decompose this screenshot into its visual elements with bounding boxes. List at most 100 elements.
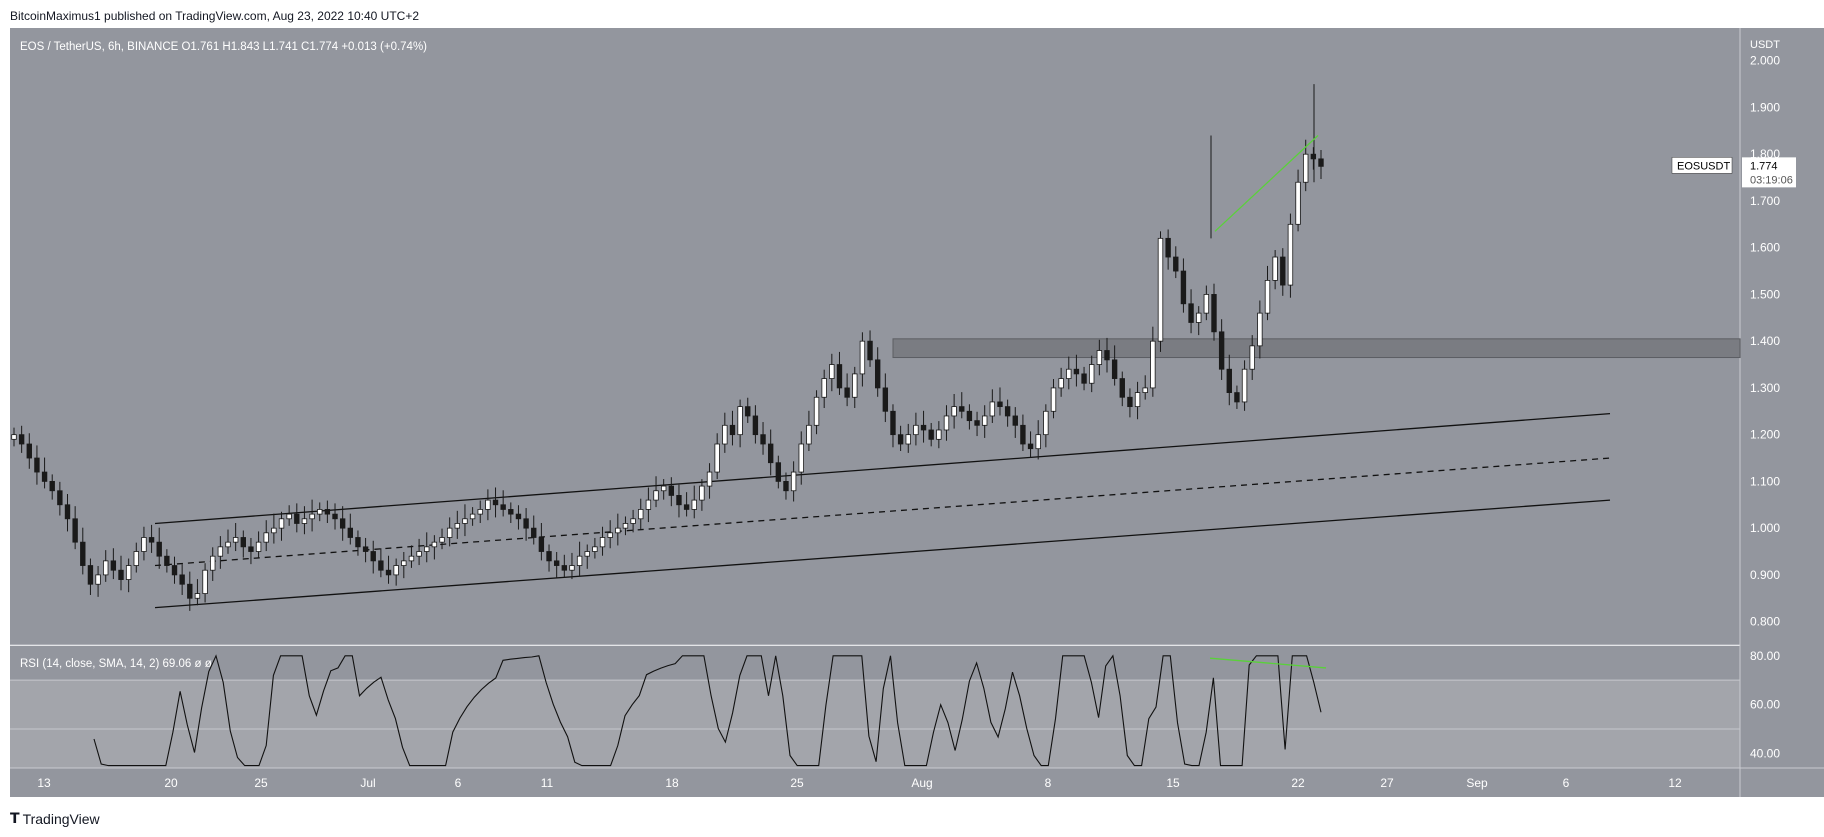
rsi-divergence-line xyxy=(1209,657,1327,669)
channel-upper-line xyxy=(154,412,1611,525)
candle-body xyxy=(232,537,239,543)
candle-body xyxy=(1157,237,1164,342)
candle-body xyxy=(477,509,483,515)
y-tick-label: 1.900 xyxy=(1750,100,1780,114)
candle-body xyxy=(317,509,323,515)
candle-body xyxy=(347,527,353,538)
candle-body xyxy=(607,532,613,538)
candle-body xyxy=(829,364,835,379)
candle-body xyxy=(1119,378,1125,398)
candle-body xyxy=(301,518,308,524)
candle-body xyxy=(378,560,384,571)
candle-body xyxy=(324,509,331,515)
y-tick-label: 1.600 xyxy=(1750,241,1780,255)
candle-body xyxy=(1218,331,1225,370)
channel-lower-line xyxy=(154,499,1611,609)
candle-body xyxy=(1241,368,1248,403)
symbol-label-box xyxy=(1671,157,1733,174)
candle-body xyxy=(18,434,25,445)
candle-body xyxy=(722,424,728,445)
bar-countdown: 03:19:06 xyxy=(1750,174,1793,186)
candle-body xyxy=(141,537,147,552)
candle-body xyxy=(852,373,858,398)
candle-body xyxy=(943,415,950,431)
rsi-tick-label: 60.00 xyxy=(1750,698,1780,712)
y-tick-label: 1.400 xyxy=(1750,334,1780,348)
candle-body xyxy=(951,406,957,417)
candle-body xyxy=(668,485,675,496)
candle-body xyxy=(890,410,896,436)
candle-body xyxy=(1249,345,1255,370)
candle-body xyxy=(1004,406,1011,417)
candle-body xyxy=(469,513,476,520)
tradingview-logo-icon: 𝗧 xyxy=(10,810,20,826)
candle-body xyxy=(34,457,40,473)
candle-body xyxy=(26,443,32,459)
y-tick-label: 1.200 xyxy=(1750,428,1780,442)
candle-body xyxy=(615,527,621,534)
candle-body xyxy=(660,485,667,492)
candle-body xyxy=(1081,373,1087,384)
x-tick-label: 25 xyxy=(254,776,268,790)
candle-body xyxy=(928,429,934,440)
candle-body xyxy=(982,415,988,426)
candle-body xyxy=(125,565,132,580)
candle-body xyxy=(1272,256,1278,281)
candle-body xyxy=(592,546,598,552)
candle-body xyxy=(1203,294,1210,314)
candle-body xyxy=(1050,387,1057,412)
x-tick-label: Aug xyxy=(911,776,932,790)
candle-body xyxy=(1035,434,1041,450)
candle-body xyxy=(1134,392,1141,408)
candle-body xyxy=(1089,364,1095,384)
candle-body xyxy=(492,499,499,506)
candle-body xyxy=(798,443,804,473)
candle-body xyxy=(1173,256,1179,272)
rsi-band xyxy=(10,680,1740,768)
candle-body xyxy=(752,415,759,436)
x-tick-label: Sep xyxy=(1466,776,1488,790)
candle-body xyxy=(508,509,514,515)
candle-body xyxy=(1043,410,1049,436)
candle-body xyxy=(569,565,575,571)
last-price: 1.774 xyxy=(1750,160,1778,172)
candle-body xyxy=(546,551,552,562)
candle-body xyxy=(745,406,751,417)
candle-body xyxy=(1150,340,1156,389)
y-tick-label: 1.000 xyxy=(1750,521,1780,535)
candle-body xyxy=(683,504,690,510)
candle-body xyxy=(1295,181,1301,225)
candle-body xyxy=(362,546,369,552)
candle-body xyxy=(1211,294,1217,333)
publisher-line: BitcoinMaximus1 published on TradingView… xyxy=(10,9,420,23)
candle-body xyxy=(355,537,361,548)
candle-body xyxy=(714,443,720,473)
chart-title: EOS / TetherUS, 6h, BINANCE O1.761 H1.84… xyxy=(20,41,427,53)
x-tick-label: 13 xyxy=(37,776,51,790)
candle-body xyxy=(515,513,522,520)
candle-body xyxy=(179,574,185,585)
candle-body xyxy=(424,546,430,552)
x-tick-label: 18 xyxy=(665,776,679,790)
candle-body xyxy=(1127,396,1133,408)
x-tick-label: 12 xyxy=(1668,776,1682,790)
channel-middle-line xyxy=(154,457,1611,567)
candle-body xyxy=(561,565,568,571)
candle-body xyxy=(599,537,606,548)
footer-brand[interactable]: TradingView xyxy=(22,810,100,827)
candle-body xyxy=(49,481,55,492)
candle-body xyxy=(959,406,965,412)
candle-body xyxy=(691,499,697,510)
y-tick-label: 0.800 xyxy=(1750,615,1780,629)
y-tick-label: 0.900 xyxy=(1750,568,1780,582)
candle-body xyxy=(974,420,980,426)
candle-body xyxy=(271,527,277,534)
y-tick-label: 2.000 xyxy=(1750,54,1780,68)
x-tick-label: 20 xyxy=(164,776,178,790)
candle-body xyxy=(538,537,545,552)
candle-body xyxy=(806,424,812,445)
candle-body xyxy=(874,359,881,389)
candle-body xyxy=(210,555,216,571)
candle-body xyxy=(1318,158,1324,167)
